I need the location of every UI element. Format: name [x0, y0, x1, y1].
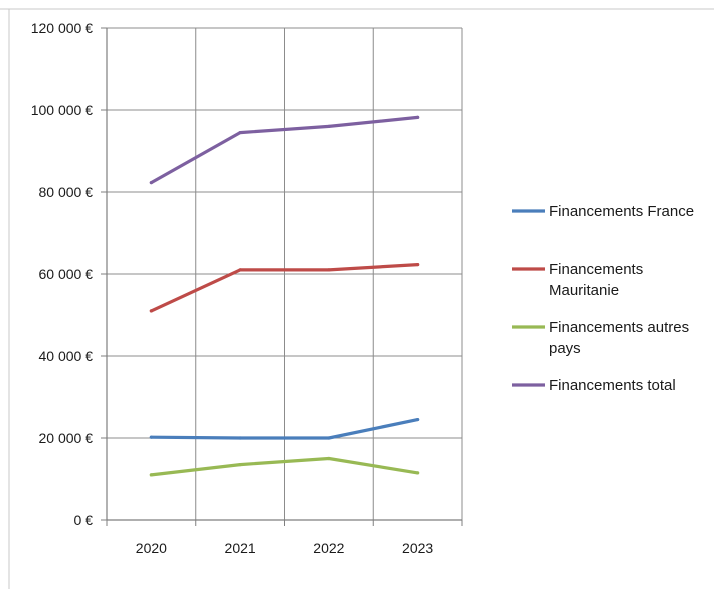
- data-point: [149, 180, 153, 185]
- data-point: [149, 435, 153, 439]
- data-point: [327, 124, 331, 128]
- y-tick-label: 40 000 €: [39, 348, 94, 364]
- legend-entry-label: Financements total: [549, 377, 676, 394]
- data-point: [238, 436, 242, 440]
- data-point: [327, 268, 331, 272]
- data-point: [238, 463, 242, 467]
- x-tick-label: 2023: [402, 540, 433, 556]
- y-tick-label: 120 000 €: [31, 20, 93, 36]
- x-tick-label: 2022: [313, 540, 344, 556]
- data-point: [327, 436, 331, 440]
- data-point: [416, 417, 420, 422]
- legend-entry-label: Financements France: [549, 203, 694, 220]
- x-tick-label: 2021: [225, 540, 256, 556]
- y-tick-label: 0 €: [74, 512, 94, 528]
- x-tick-labels: 2020 2021 2022 2023: [106, 520, 463, 556]
- y-tick-label: 100 000 €: [31, 102, 93, 118]
- series-lines: [149, 115, 420, 477]
- legend-entry-label: Financements autres pays: [549, 319, 689, 357]
- gridlines: [107, 27, 463, 520]
- series-line-1: [149, 418, 420, 440]
- series-line-3: [149, 456, 420, 477]
- data-point: [149, 473, 153, 477]
- y-tick-label: 60 000 €: [39, 266, 94, 282]
- data-point: [149, 309, 153, 313]
- data-point: [238, 268, 242, 272]
- data-point: [416, 262, 420, 267]
- data-point: [416, 115, 420, 119]
- series-line-4: [149, 115, 420, 185]
- legend: Financements France Financements Mauritani…: [512, 203, 694, 394]
- y-tick-label: 20 000 €: [39, 430, 94, 446]
- x-tick-label: 2020: [136, 540, 167, 556]
- data-point: [416, 471, 420, 475]
- chart-border: [0, 8, 714, 589]
- series-line-2: [149, 263, 420, 313]
- data-point: [238, 130, 242, 135]
- legend-entry-label: Financements Mauritanie: [549, 261, 643, 299]
- y-tick-label: 80 000 €: [39, 184, 94, 200]
- data-point: [327, 456, 331, 461]
- y-tick-labels: 0 € 20 000 € 40 000 € 60 000 € 80 000 € 100 0…: [31, 20, 107, 528]
